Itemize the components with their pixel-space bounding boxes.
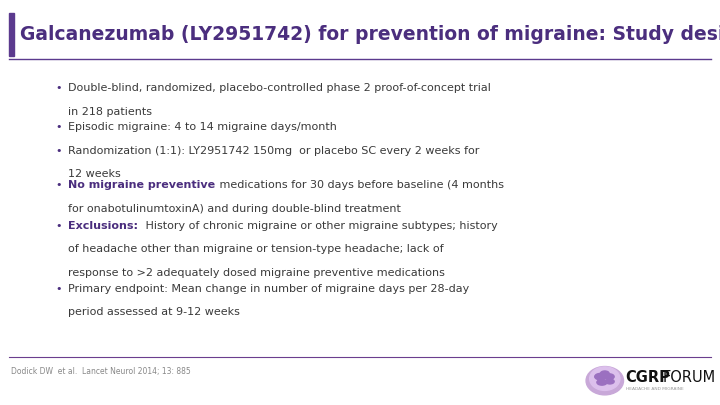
Text: for onabotulinumtoxinA) and during double-blind treatment: for onabotulinumtoxinA) and during doubl…	[68, 204, 401, 214]
Text: in 218 patients: in 218 patients	[68, 107, 153, 117]
Text: Exclusions:: Exclusions:	[68, 221, 143, 231]
Circle shape	[597, 379, 607, 385]
Text: •: •	[55, 221, 63, 231]
Text: Galcanezumab (LY2951742) for prevention of migraine: Study design: Galcanezumab (LY2951742) for prevention …	[20, 25, 720, 44]
Text: No migraine preventive: No migraine preventive	[68, 180, 215, 190]
Text: •: •	[55, 83, 63, 93]
Text: 12 weeks: 12 weeks	[68, 169, 121, 179]
Text: HEADACHE AND MIGRAINE: HEADACHE AND MIGRAINE	[626, 387, 684, 391]
Ellipse shape	[586, 367, 624, 395]
Text: response to >2 adequately dosed migraine preventive medications: response to >2 adequately dosed migraine…	[68, 268, 445, 278]
Text: Primary endpoint: Mean change in number of migraine days per 28-day: Primary endpoint: Mean change in number …	[68, 284, 469, 294]
Text: •: •	[55, 180, 63, 190]
Text: History of chronic migraine or other migraine subtypes; history: History of chronic migraine or other mig…	[143, 221, 498, 231]
Circle shape	[606, 379, 614, 384]
Text: of headache other than migraine or tension-type headache; lack of: of headache other than migraine or tensi…	[68, 244, 444, 254]
Text: CGRP: CGRP	[625, 370, 670, 385]
Bar	[9, 13, 14, 56]
Text: •: •	[55, 122, 63, 132]
Circle shape	[595, 373, 606, 380]
Text: Double-blind, randomized, placebo-controlled phase 2 proof-of-concept trial: Double-blind, randomized, placebo-contro…	[68, 83, 491, 93]
Ellipse shape	[590, 367, 620, 390]
Text: •: •	[55, 146, 63, 156]
Text: Dodick DW  et al.  Lancet Neurol 2014; 13: 885: Dodick DW et al. Lancet Neurol 2014; 13:…	[11, 367, 191, 376]
Text: Episodic migraine: 4 to 14 migraine days/month: Episodic migraine: 4 to 14 migraine days…	[68, 122, 337, 132]
Text: medications for 30 days before baseline (4 months: medications for 30 days before baseline …	[215, 180, 503, 190]
Text: Randomization (1:1): LY2951742 150mg  or placebo SC every 2 weeks for: Randomization (1:1): LY2951742 150mg or …	[68, 146, 480, 156]
Text: •: •	[55, 284, 63, 294]
Text: FORUM: FORUM	[662, 370, 716, 385]
Circle shape	[604, 374, 614, 379]
Text: period assessed at 9-12 weeks: period assessed at 9-12 weeks	[68, 307, 240, 317]
Circle shape	[600, 371, 609, 376]
